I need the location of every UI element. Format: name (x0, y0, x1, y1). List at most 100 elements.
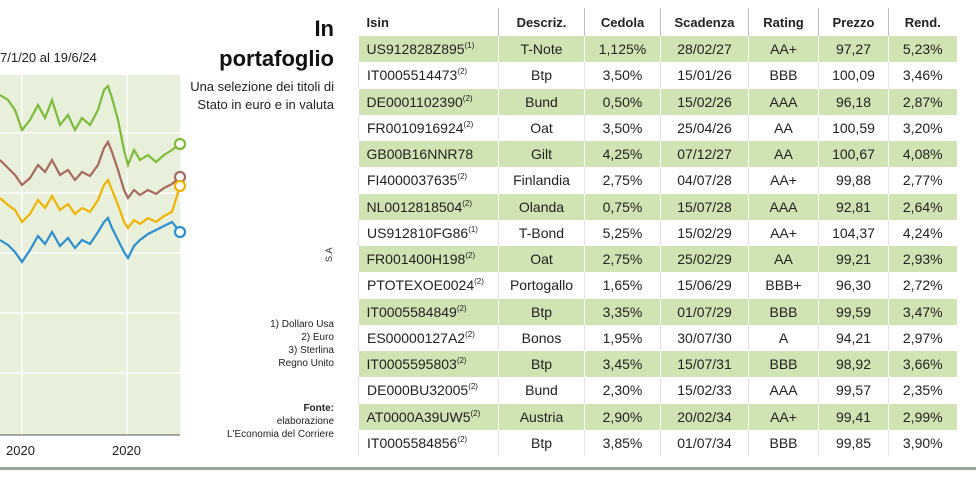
cell-descr: Bonos (498, 324, 585, 351)
table-row: DE0001102390(2) Bund 0,50% 15/02/26 AAA 96,18… (358, 88, 957, 115)
header-descrizione: Descriz. (498, 8, 585, 36)
cell-rating: BBB (748, 298, 819, 325)
cell-isin: DE0001102390(2) (358, 88, 499, 115)
cell-descr: Oat (498, 246, 585, 273)
cell-prezzo: 99,88 (818, 167, 889, 194)
isin-code: IT0005514473 (367, 67, 458, 84)
isin-footnote-marker: (2) (457, 67, 468, 77)
cell-cedola: 2,75% (584, 167, 661, 194)
isin-footnote-marker: (2) (465, 251, 476, 261)
cell-isin: IT0005595803(2) (358, 351, 499, 378)
cell-rend: 3,20% (888, 114, 957, 141)
cell-rating: AAA (748, 88, 819, 115)
cell-rating: AA+ (748, 167, 819, 194)
cell-rend: 3,90% (888, 429, 957, 456)
cell-rend: 2,93% (888, 246, 957, 273)
header-prezzo: Prezzo (818, 8, 889, 36)
cell-isin: AT0000A39UW5(2) (358, 403, 499, 430)
cell-descr: Btp (498, 298, 585, 325)
cell-rating: AA+ (748, 219, 819, 246)
cell-rating: AA+ (748, 36, 819, 63)
isin-code: AT0000A39UW5 (366, 408, 471, 425)
isin-code: US912810FG86 (367, 224, 469, 241)
cell-rend: 2,99% (888, 403, 957, 430)
cell-isin: IT0005584849(2) (358, 298, 499, 325)
cell-scadenza: 15/07/28 (660, 193, 749, 220)
cell-rating: BBB+ (748, 272, 819, 299)
isin-code: IT0005584856 (367, 434, 458, 451)
series-line-brown (0, 139, 181, 201)
cell-descr: Gilt (498, 141, 585, 168)
cell-prezzo: 104,37 (818, 219, 889, 246)
cell-prezzo: 99,59 (818, 298, 889, 325)
cell-cedola: 1,65% (584, 272, 661, 299)
series-line-green (0, 83, 181, 169)
cell-rend: 4,08% (888, 141, 957, 168)
cell-cedola: 3,45% (584, 351, 661, 378)
cell-rend: 2,87% (888, 88, 957, 115)
cell-scadenza: 15/07/31 (660, 351, 749, 378)
table-row: IT0005584856(2) Btp 3,85% 01/07/34 BBB 99,85 3… (358, 429, 957, 456)
isin-code: DE000BU32005 (367, 382, 469, 399)
cell-rend: 2,64% (888, 193, 957, 220)
cell-scadenza: 01/07/29 (660, 298, 749, 325)
footnote-3-cont: Regno Unito (278, 358, 334, 369)
header-scadenza: Scadenza (660, 8, 749, 36)
cell-descr: Finlandia (498, 167, 585, 194)
isin-footnote-marker: (1) (468, 224, 478, 234)
cell-cedola: 0,50% (584, 88, 661, 115)
footnotes: 1) Dollaro Usa 2) Euro 3) Sterlina Regno… (270, 318, 334, 370)
cell-prezzo: 100,67 (818, 141, 889, 168)
cell-cedola: 3,50% (584, 114, 661, 141)
isin-code: FR001400H198 (366, 251, 466, 268)
cell-rend: 2,72% (888, 272, 957, 299)
cell-rating: AA (748, 141, 819, 168)
cell-isin: PTOTEXOE0024(2) (358, 272, 499, 299)
cell-isin: ES00000127A2(2) (358, 324, 499, 351)
series-end-marker-blue (173, 225, 187, 239)
cell-scadenza: 07/12/27 (660, 141, 749, 168)
cell-scadenza: 15/02/33 (660, 377, 749, 404)
isin-footnote-marker: (2) (468, 382, 478, 392)
cell-rating: BBB (748, 62, 819, 89)
table-row: ES00000127A2(2) Bonos 1,95% 30/07/30 A 94,21 2… (358, 324, 957, 351)
cell-cedola: 2,90% (584, 403, 661, 430)
table-row: IT0005595803(2) Btp 3,45% 15/07/31 BBB 98,92 3… (358, 351, 957, 378)
cell-descr: Bund (498, 88, 585, 115)
bond-table: Isin Descriz. Cedola Scadenza Rating Pre… (358, 8, 957, 456)
cell-isin: FI4000037635(2) (358, 167, 499, 194)
cell-scadenza: 28/02/27 (660, 36, 749, 63)
cell-cedola: 4,25% (584, 141, 661, 168)
isin-footnote-marker: (2) (470, 408, 481, 418)
table-row: NL0012818504(2) Olanda 0,75% 15/07/28 AAA 92,… (358, 193, 957, 220)
section-title-portafoglio: portafoglio (219, 46, 334, 71)
cell-scadenza: 01/07/34 (660, 429, 749, 456)
table-row: PTOTEXOE0024(2) Portogallo 1,65% 15/06/29 BB… (358, 272, 957, 299)
table-row: DE000BU32005(2) Bund 2,30% 15/02/33 AAA 99,57… (358, 377, 957, 404)
cell-cedola: 3,50% (584, 62, 661, 89)
cell-rating: AAA (748, 193, 819, 220)
cell-prezzo: 99,41 (818, 403, 889, 430)
chart-fragment: 7/1/20 al 19/6/24 2020 2020 (0, 0, 200, 470)
table-row: FI4000037635(2) Finlandia 2,75% 04/07/28 AA+… (358, 167, 957, 194)
cell-rating: BBB (748, 351, 819, 378)
cell-cedola: 0,75% (584, 193, 661, 220)
table-row: IT0005514473(2) Btp 3,50% 15/01/26 BBB 100,09… (358, 62, 957, 89)
isin-code: IT0005584849 (366, 303, 457, 320)
bottom-rule (0, 467, 976, 470)
table-row: GB00B16NNR78 Gilt 4,25% 07/12/27 AA 100,67 4,0… (358, 141, 957, 168)
header-rendimento: Rend. (888, 8, 957, 36)
isin-code: FI4000037635 (367, 172, 458, 189)
footnote-2: 2) Euro (301, 332, 334, 343)
header-rating: Rating (748, 8, 819, 36)
header-cedola: Cedola (584, 8, 661, 36)
cell-descr: Btp (498, 62, 585, 89)
isin-footnote-marker: (2) (456, 303, 467, 313)
cell-isin: FR001400H198(2) (358, 246, 499, 273)
series-end-marker-orange (173, 179, 187, 193)
cell-scadenza: 20/02/34 (660, 403, 749, 430)
isin-footnote-marker: (2) (457, 172, 468, 182)
table-body: US912828Z895(1) T-Note 1,125% 28/02/27 AA+ 97… (358, 36, 957, 456)
series-line-blue (0, 216, 181, 264)
table-row: IT0005584849(2) Btp 3,35% 01/07/29 BBB 99,59 3… (358, 298, 957, 325)
